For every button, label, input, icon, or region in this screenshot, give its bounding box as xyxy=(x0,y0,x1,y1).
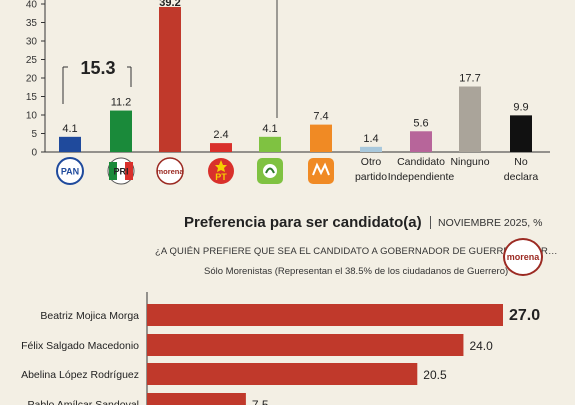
candidate-value: 24.0 xyxy=(469,339,493,353)
candidate-bar xyxy=(147,334,464,356)
category-label: declara xyxy=(504,171,539,183)
pri-logo-red xyxy=(125,162,133,180)
category-label: Candidato xyxy=(397,156,445,168)
y-tick-label: 40 xyxy=(26,0,38,11)
bar xyxy=(210,143,232,152)
candidate-chart-subtitle: NOVIEMBRE 2025, % xyxy=(438,217,543,229)
y-tick-label: 30 xyxy=(26,37,38,48)
morena-party-logo-icon xyxy=(156,157,184,185)
bar-value-label: 9.9 xyxy=(513,101,528,113)
bar xyxy=(259,136,281,152)
pri-logo-text: PRI xyxy=(113,167,128,177)
candidate-name: Abelina López Rodríguez xyxy=(21,369,139,381)
pri-logo-green xyxy=(109,162,117,180)
morena-logo-icon: morena xyxy=(503,238,543,276)
bar-value-label: 2.4 xyxy=(213,129,228,141)
candidate-value: 20.5 xyxy=(423,368,447,382)
morena-logo-text: morena xyxy=(156,167,184,176)
pan-logo-icon xyxy=(56,157,84,185)
bar-value-label: 17.7 xyxy=(459,73,480,85)
sum-annotation: 15.3 xyxy=(80,58,115,78)
bar xyxy=(410,131,432,152)
bar xyxy=(459,86,481,152)
pt-logo-text: PT xyxy=(215,172,227,182)
category-label: No xyxy=(514,156,528,168)
bar-value-label: 11.2 xyxy=(111,97,132,109)
category-label: Independiente xyxy=(388,171,455,183)
y-tick-label: 0 xyxy=(31,148,37,159)
bar-value-label: 4.1 xyxy=(262,123,277,135)
y-tick-label: 10 xyxy=(26,111,38,122)
candidate-bar xyxy=(147,393,246,405)
candidate-name: Beatriz Mojica Morga xyxy=(40,310,139,322)
bar xyxy=(360,146,382,152)
survey-note: Sólo Morenistas (Representan el 38.5% de… xyxy=(204,266,509,277)
y-tick-label: 15 xyxy=(26,92,38,103)
bar-value-label: 39.2 xyxy=(159,0,180,9)
candidate-value: 27.0 xyxy=(509,307,540,324)
candidate-chart-title: Preferencia para ser candidato(a) xyxy=(184,214,422,231)
pt-logo-icon xyxy=(208,158,234,184)
candidate-bar xyxy=(147,363,418,385)
candidate-value: 7.5 xyxy=(252,398,269,405)
bar xyxy=(310,124,332,152)
bar-value-label: 5.6 xyxy=(413,117,428,129)
category-label: partido xyxy=(355,171,387,183)
bar-value-label: 7.4 xyxy=(313,111,328,123)
candidate-name: Pablo Amílcar Sandoval xyxy=(28,399,139,405)
category-label: Ninguno xyxy=(450,156,489,168)
bar xyxy=(59,136,81,152)
category-label: Otro xyxy=(361,156,382,168)
bar-value-label: 4.1 xyxy=(62,123,77,135)
y-tick-label: 25 xyxy=(26,55,38,66)
pvem-toucan-icon xyxy=(265,167,275,174)
pan-logo-text: PAN xyxy=(61,167,79,177)
bar xyxy=(110,110,132,152)
bar xyxy=(510,115,532,152)
bar-value-label: 1.4 xyxy=(363,133,378,145)
mc-eagle-icon xyxy=(312,162,330,176)
pvem-logo-inner xyxy=(263,164,277,178)
bar xyxy=(159,6,181,152)
pt-star-icon xyxy=(215,160,227,172)
survey-question: ¿A QUIÉN PREFIERE QUE SEA EL CANDIDATO A… xyxy=(155,246,558,257)
candidate-bar xyxy=(147,304,503,326)
y-tick-label: 20 xyxy=(26,74,38,85)
title-separator xyxy=(430,216,431,229)
y-tick-label: 35 xyxy=(26,18,38,29)
y-tick-label: 5 xyxy=(31,129,37,140)
candidate-name: Félix Salgado Macedonio xyxy=(21,340,139,352)
